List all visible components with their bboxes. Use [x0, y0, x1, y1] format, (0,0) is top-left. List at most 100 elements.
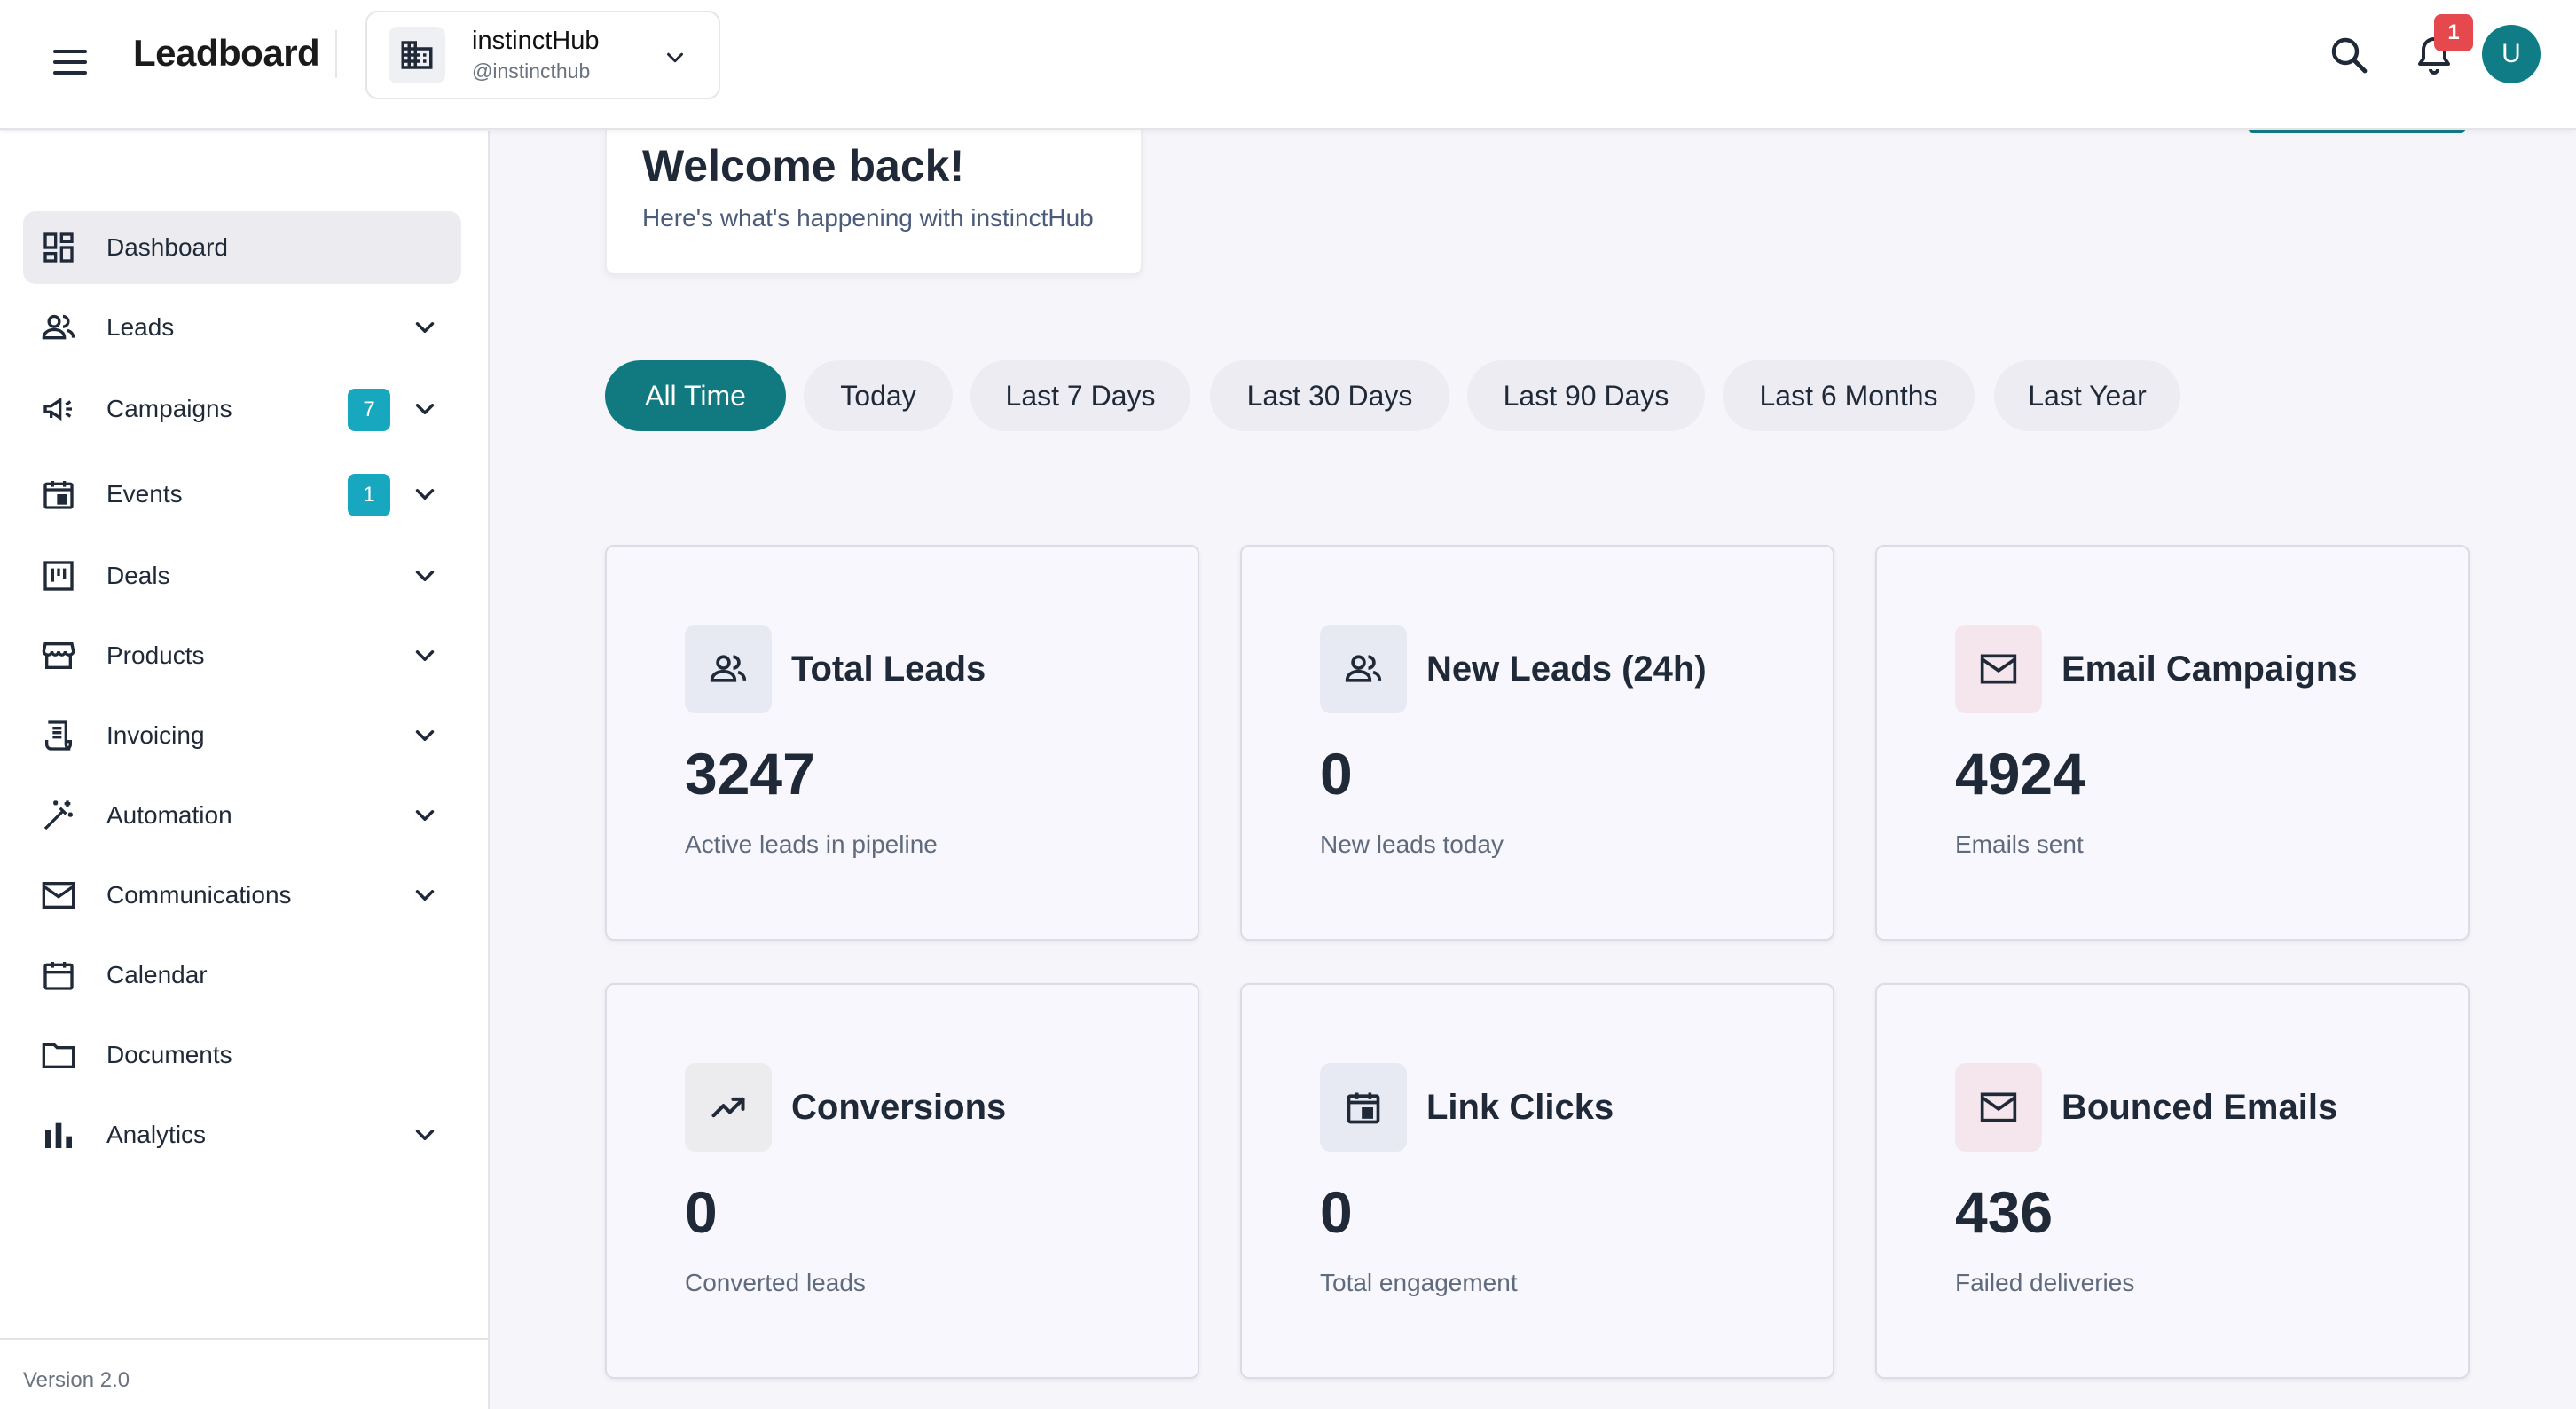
stat-card-email-campaigns: Email Campaigns 4924 Emails sent: [1875, 545, 2470, 941]
user-avatar[interactable]: U: [2482, 25, 2541, 83]
sidebar-item-label: Products: [106, 642, 205, 669]
stat-value: 3247: [685, 741, 815, 807]
top-bar: Leadboard instinctHub @instincthub 1 U: [0, 0, 2576, 130]
sidebar-item-label: Analytics: [106, 1121, 207, 1148]
sidebar-item-automation[interactable]: Automation: [23, 779, 461, 852]
sidebar-item-label: Calendar: [106, 961, 208, 988]
filter-last-90-days[interactable]: Last 90 Days: [1467, 360, 1705, 431]
sidebar-item-leads[interactable]: Leads: [23, 291, 461, 364]
building-icon: [389, 27, 445, 83]
mail-icon: [1955, 1063, 2042, 1152]
chevron-down-icon: [662, 44, 688, 75]
stat-subtitle: Total engagement: [1320, 1269, 1518, 1296]
welcome-subtitle: Here's what's happening with instinctHub: [642, 204, 1094, 232]
sidebar-item-label: Automation: [106, 801, 232, 829]
sidebar-divider: [0, 1338, 490, 1340]
chevron-down-icon[interactable]: [410, 312, 440, 342]
chevron-down-icon[interactable]: [410, 880, 440, 910]
receipt-icon: [41, 718, 76, 753]
kanban-icon: [41, 558, 76, 594]
event-icon: [41, 476, 76, 512]
sidebar-item-products[interactable]: Products: [23, 619, 461, 692]
events-count-badge: 1: [348, 474, 390, 516]
sidebar-item-label: Leads: [106, 313, 175, 341]
chevron-down-icon[interactable]: [410, 641, 440, 671]
org-handle: @instincthub: [472, 59, 591, 83]
stat-title: Conversions: [791, 1088, 1007, 1127]
chevron-down-icon[interactable]: [410, 479, 440, 509]
mail-icon: [1955, 625, 2042, 713]
sidebar-item-label: Dashboard: [106, 233, 228, 261]
sidebar-item-label: Invoicing: [106, 721, 205, 749]
stat-subtitle: Active leads in pipeline: [685, 830, 938, 858]
filter-last-year[interactable]: Last Year: [1994, 360, 2180, 431]
filter-all-time[interactable]: All Time: [605, 360, 786, 431]
stat-value: 4924: [1955, 741, 2085, 807]
stat-title: New Leads (24h): [1426, 649, 1707, 689]
search-icon[interactable]: [2328, 34, 2370, 76]
welcome-card: Welcome back! Here's what's happening wi…: [605, 130, 1143, 275]
magic-wand-icon: [41, 798, 76, 833]
sidebar-item-label: Communications: [106, 881, 292, 909]
stat-value: 436: [1955, 1179, 2054, 1245]
chevron-down-icon[interactable]: [410, 800, 440, 830]
bar-chart-icon: [41, 1117, 76, 1153]
sidebar-item-documents[interactable]: Documents: [23, 1019, 461, 1091]
sidebar-item-events[interactable]: Events 1: [23, 458, 461, 531]
sidebar-item-label: Events: [106, 480, 183, 508]
folder-icon: [41, 1037, 76, 1073]
calendar-icon: [1320, 1063, 1407, 1152]
filter-last-7-days[interactable]: Last 7 Days: [970, 360, 1190, 431]
trending-up-icon: [685, 1063, 772, 1152]
campaigns-count-badge: 7: [348, 389, 390, 431]
menu-icon[interactable]: [53, 43, 92, 82]
chevron-down-icon[interactable]: [410, 720, 440, 751]
chevron-down-icon[interactable]: [410, 561, 440, 591]
stat-subtitle: New leads today: [1320, 830, 1504, 858]
stat-card-conversions: Conversions 0 Converted leads: [605, 983, 1199, 1379]
users-icon: [1320, 625, 1407, 713]
stat-title: Link Clicks: [1426, 1088, 1614, 1127]
sidebar-item-communications[interactable]: Communications: [23, 859, 461, 932]
sidebar-item-label: Documents: [106, 1041, 232, 1068]
sidebar: Dashboard Leads Campaigns 7 Events 1 Dea…: [0, 131, 490, 1409]
megaphone-icon: [41, 391, 76, 427]
sidebar-item-label: Campaigns: [106, 395, 232, 422]
filter-last-30-days[interactable]: Last 30 Days: [1210, 360, 1449, 431]
filter-last-6-months[interactable]: Last 6 Months: [1723, 360, 1975, 431]
brand-logo: Leadboard: [133, 32, 320, 74]
sidebar-item-dashboard[interactable]: Dashboard: [23, 211, 461, 284]
filter-today[interactable]: Today: [804, 360, 953, 431]
dashboard-icon: [41, 230, 76, 265]
stat-card-total-leads: Total Leads 3247 Active leads in pipelin…: [605, 545, 1199, 941]
sidebar-item-analytics[interactable]: Analytics: [23, 1098, 461, 1171]
users-icon: [685, 625, 772, 713]
organization-switcher[interactable]: instinctHub @instincthub: [365, 11, 720, 99]
stat-value: 0: [1320, 741, 1353, 807]
stat-title: Total Leads: [791, 649, 986, 689]
notification-badge: 1: [2434, 14, 2473, 51]
chevron-down-icon[interactable]: [410, 394, 440, 424]
action-button-edge[interactable]: [2248, 128, 2466, 133]
sidebar-item-label: Deals: [106, 562, 170, 589]
stat-value: 0: [1320, 1179, 1353, 1245]
welcome-title: Welcome back!: [642, 141, 965, 191]
users-icon: [41, 310, 76, 345]
version-label: Version 2.0: [23, 1368, 130, 1392]
stat-value: 0: [685, 1179, 718, 1245]
stat-subtitle: Emails sent: [1955, 830, 2084, 858]
chevron-down-icon[interactable]: [410, 1120, 440, 1150]
stat-card-link-clicks: Link Clicks 0 Total engagement: [1240, 983, 1834, 1379]
sidebar-item-invoicing[interactable]: Invoicing: [23, 699, 461, 772]
store-icon: [41, 638, 76, 673]
calendar-icon: [41, 957, 76, 993]
sidebar-item-campaigns[interactable]: Campaigns 7: [23, 373, 461, 445]
stat-title: Bounced Emails: [2062, 1088, 2338, 1127]
stat-subtitle: Converted leads: [685, 1269, 866, 1296]
stat-card-bounced-emails: Bounced Emails 436 Failed deliveries: [1875, 983, 2470, 1379]
sidebar-item-deals[interactable]: Deals: [23, 539, 461, 612]
org-name: instinctHub: [472, 27, 600, 55]
sidebar-item-calendar[interactable]: Calendar: [23, 939, 461, 1011]
stat-card-new-leads: New Leads (24h) 0 New leads today: [1240, 545, 1834, 941]
stat-subtitle: Failed deliveries: [1955, 1269, 2135, 1296]
